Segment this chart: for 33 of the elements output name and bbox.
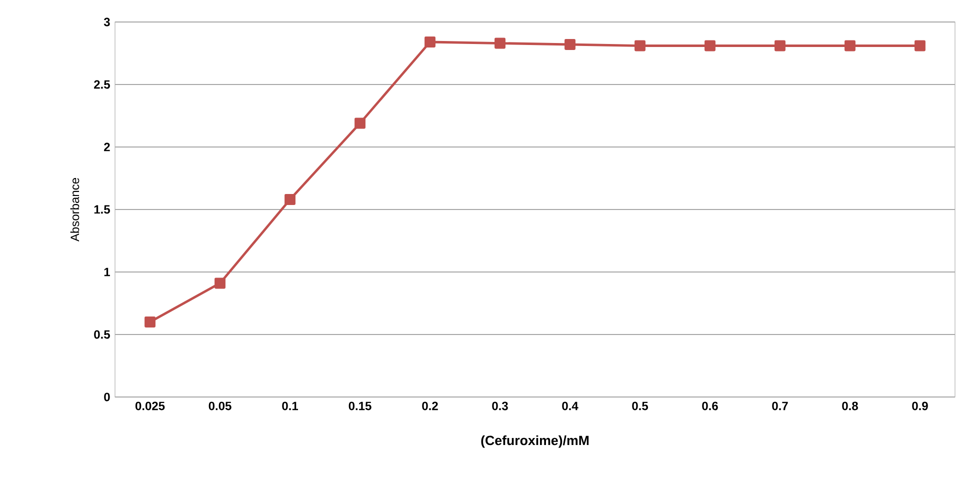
y-tick-label: 0.5 [94,330,110,339]
y-tick-label: 1.5 [94,205,110,214]
x-tick-label: 0.6 [702,402,718,410]
point [564,39,576,50]
y-tick-label: 3 [104,18,110,26]
y-tick-label: 2 [104,142,110,152]
point [844,40,856,52]
point [214,278,226,289]
x-tick-label: 0.5 [632,402,648,410]
point [494,38,506,49]
x-tick-label: 0.9 [912,402,928,410]
x-tick-label: 0.2 [422,402,438,410]
x-tick-label: 0.3 [492,402,508,410]
x-axis-title: (Cefuroxime)/mM [481,435,589,448]
y-tick-label: 1 [104,268,110,276]
point [914,40,926,52]
x-tick-label: 0.1 [282,402,298,410]
point [424,36,436,48]
x-tick-label: 0.05 [208,402,232,410]
point [144,316,156,328]
x-tick-label: 0.4 [562,402,578,410]
x-tick-label: 0.15 [348,402,372,410]
y-tick-label: 0 [104,392,110,402]
point [774,40,786,52]
x-tick-label: 0.025 [135,402,165,410]
y-axis-title: Absorbance [70,178,80,242]
point [704,40,716,52]
x-tick-label: 0.7 [772,402,788,410]
point [634,40,646,52]
point [284,194,296,205]
point [354,118,366,129]
y-tick-label: 2.5 [94,80,110,89]
x-tick-label: 0.8 [842,402,858,410]
